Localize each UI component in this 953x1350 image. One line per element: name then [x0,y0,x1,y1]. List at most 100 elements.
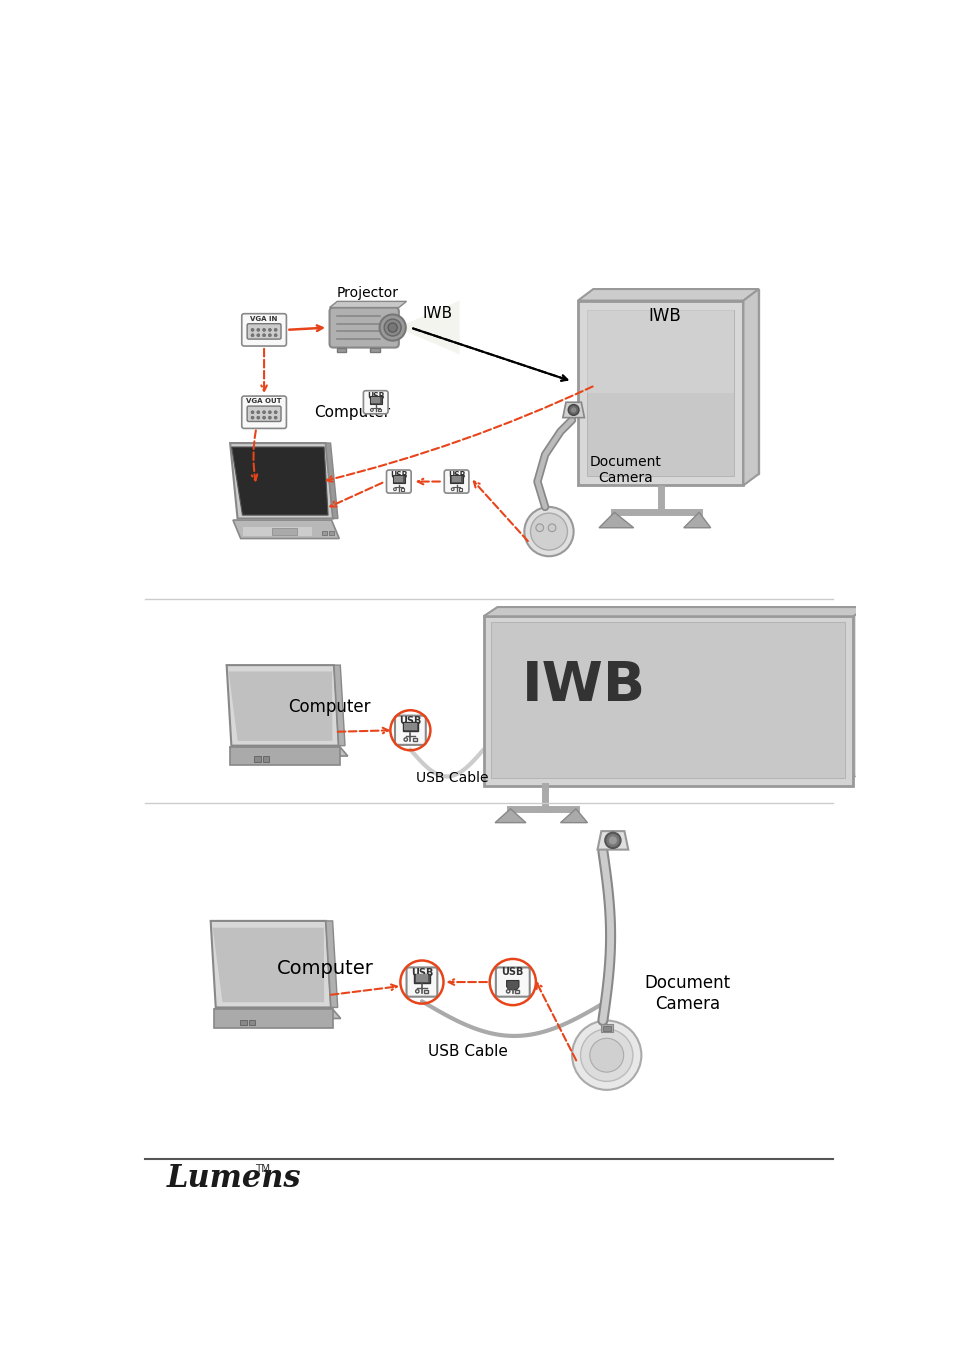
Circle shape [256,410,259,414]
Bar [394,477,403,482]
Bar [262,756,269,761]
Polygon shape [586,310,734,477]
Text: USB: USB [447,471,465,479]
Text: USB: USB [367,392,384,401]
Text: Projector: Projector [336,286,398,300]
Polygon shape [230,443,333,518]
Bar [602,1026,610,1030]
Text: Lumens: Lumens [166,1162,300,1193]
Polygon shape [233,520,339,539]
Polygon shape [213,927,324,1002]
Polygon shape [598,513,633,528]
FancyBboxPatch shape [329,308,398,347]
Text: Computer: Computer [314,405,390,420]
Polygon shape [560,809,587,822]
Polygon shape [597,832,628,849]
Bar [404,722,416,730]
Polygon shape [334,666,345,745]
Circle shape [608,836,617,845]
Polygon shape [495,809,525,822]
Circle shape [604,833,620,848]
Circle shape [262,328,265,331]
FancyBboxPatch shape [247,406,281,421]
Circle shape [268,328,271,331]
Circle shape [268,416,271,420]
Circle shape [589,1038,623,1072]
Polygon shape [213,1008,333,1027]
Text: USB Cable: USB Cable [428,1044,508,1058]
Circle shape [256,328,259,331]
Bar [491,622,844,778]
Circle shape [262,333,265,336]
Circle shape [536,524,543,532]
Text: USB: USB [501,967,523,977]
Circle shape [530,513,567,549]
Bar [402,722,417,732]
Polygon shape [506,980,518,990]
Circle shape [251,416,253,420]
Circle shape [570,406,577,413]
Text: USB: USB [390,471,407,479]
Bar [414,973,429,983]
Circle shape [274,328,277,331]
Bar [328,531,334,535]
Bar [416,975,428,981]
Bar [452,477,460,482]
FancyBboxPatch shape [241,396,286,428]
Polygon shape [405,301,459,355]
Polygon shape [232,447,328,516]
Polygon shape [326,921,337,1007]
Polygon shape [578,289,758,301]
Polygon shape [586,310,734,393]
Text: USB: USB [411,968,433,977]
Bar [400,489,404,491]
Polygon shape [593,289,758,474]
Text: Document
Camera: Document Camera [644,975,730,1012]
Bar [371,397,380,404]
Bar [240,1019,247,1025]
Polygon shape [497,608,866,776]
Bar [273,528,296,536]
Bar [243,526,312,536]
Text: Computer: Computer [277,960,374,979]
Bar [369,396,381,404]
Bar [458,489,461,491]
Circle shape [580,1029,632,1081]
Circle shape [524,508,573,556]
Polygon shape [211,921,331,1007]
Bar [336,347,346,352]
Text: USB Cable: USB Cable [416,771,489,784]
Text: Computer: Computer [288,698,371,716]
Bar [377,409,381,412]
Polygon shape [325,443,337,518]
Bar [370,347,379,352]
FancyBboxPatch shape [386,470,411,493]
Circle shape [572,1021,640,1089]
Bar [249,1019,255,1025]
Polygon shape [578,301,742,486]
Text: USB: USB [398,716,421,726]
Circle shape [548,524,556,532]
Polygon shape [483,617,852,786]
Text: VGA IN: VGA IN [250,316,277,323]
Bar [413,738,416,741]
Circle shape [268,410,271,414]
Bar [253,756,261,761]
Polygon shape [483,608,866,617]
FancyBboxPatch shape [395,716,425,745]
Circle shape [262,416,265,420]
FancyBboxPatch shape [363,390,388,414]
Circle shape [388,323,396,332]
FancyBboxPatch shape [247,324,281,339]
Circle shape [274,410,277,414]
Text: IWB: IWB [521,659,645,713]
FancyBboxPatch shape [496,968,529,996]
Polygon shape [683,513,710,528]
Bar [450,475,462,483]
Polygon shape [227,666,338,745]
Circle shape [251,333,253,336]
Text: VGA OUT: VGA OUT [246,398,281,405]
Circle shape [379,315,405,340]
Polygon shape [230,747,348,756]
FancyBboxPatch shape [241,313,286,346]
